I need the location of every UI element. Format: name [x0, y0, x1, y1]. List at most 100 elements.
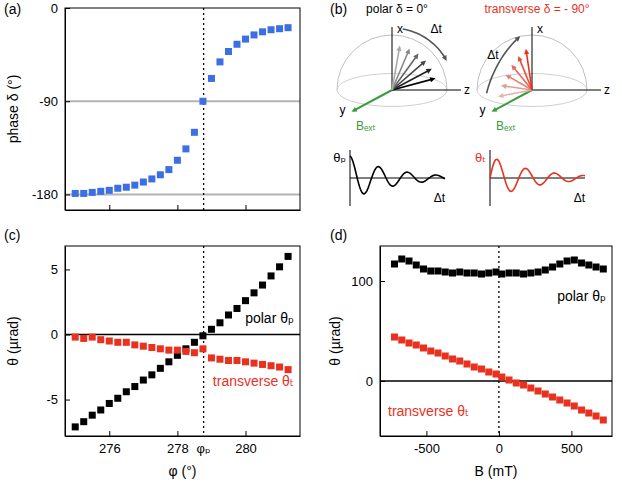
y-axis-line	[65, 9, 66, 211]
panel-letter: (c)	[4, 227, 20, 243]
y-axis-title: phase δ (°)	[5, 75, 21, 144]
data-point	[89, 412, 96, 419]
data-point	[527, 270, 534, 277]
data-point	[600, 417, 607, 424]
data-point	[114, 185, 121, 192]
field-label: Bₑₓₜ	[356, 119, 376, 133]
reference-line	[380, 380, 612, 382]
moment-vector-head	[405, 48, 410, 54]
series	[391, 256, 607, 278]
moment-vector-head	[524, 49, 529, 55]
data-point	[449, 356, 456, 363]
x-tick-mark	[109, 205, 110, 210]
data-point	[157, 365, 164, 372]
x-tick	[177, 205, 178, 210]
data-point	[435, 268, 442, 275]
data-point	[571, 257, 578, 264]
data-point	[585, 410, 592, 417]
data-point	[174, 157, 181, 164]
x-tick: 278	[167, 431, 189, 456]
series-label: polar θₚ	[245, 310, 294, 326]
reference-label: φₚ	[197, 441, 211, 456]
sweep-arrow-head	[515, 36, 521, 42]
data-point	[106, 400, 113, 407]
data-point	[148, 344, 155, 351]
x-axis-line	[66, 436, 301, 437]
panel: 0-90-180	[32, 1, 301, 211]
time-label: Δt	[574, 191, 586, 205]
plot-frame	[65, 8, 300, 210]
x-tick: 276	[99, 431, 121, 456]
data-point	[242, 297, 249, 304]
trace-label: θₜ	[475, 150, 486, 165]
data-point	[242, 358, 249, 365]
data-point	[442, 353, 449, 360]
data-point	[80, 190, 87, 197]
plot-area	[65, 246, 300, 436]
moment-vector-head	[498, 93, 504, 98]
data-point	[165, 347, 172, 354]
data-point	[165, 166, 172, 173]
x-tick-mark	[177, 431, 178, 436]
data-point	[97, 188, 104, 195]
data-point	[216, 319, 223, 326]
y-axis: -505	[46, 247, 70, 437]
data-point	[216, 58, 223, 65]
data-point	[140, 377, 147, 384]
data-point	[485, 270, 492, 277]
panel-letter: (a)	[4, 1, 21, 17]
data-point	[600, 266, 607, 273]
data-point	[398, 337, 405, 344]
panel: φₚpolar θₚtransverse θₜ276278280-505φ (°…	[46, 246, 300, 479]
data-point	[233, 41, 240, 48]
x-tick-mark	[246, 205, 247, 210]
moment-vector-head	[505, 75, 511, 80]
data-point	[549, 394, 556, 401]
plot-area	[65, 8, 300, 210]
y-tick-mark	[380, 281, 385, 282]
y-tick: -180	[32, 187, 70, 202]
data-point	[72, 190, 79, 197]
axis-z	[532, 90, 601, 91]
data-point	[276, 25, 283, 32]
panel-letter: (b)	[330, 1, 347, 17]
x-tick-mark	[426, 431, 427, 436]
reference-line	[203, 246, 204, 436]
data-point	[471, 270, 478, 277]
data-point	[464, 361, 471, 368]
x-tick: 280	[235, 431, 257, 456]
y-tick-mark	[380, 381, 385, 382]
data-point	[391, 334, 398, 341]
data-point	[420, 345, 427, 352]
axis-label: z	[604, 83, 610, 97]
data-point	[498, 374, 505, 381]
data-point	[471, 364, 478, 371]
sweep-label: Δt	[430, 22, 442, 36]
series	[72, 24, 292, 197]
y-tick-label: 5	[51, 262, 58, 277]
data-point	[420, 266, 427, 273]
data-point	[485, 369, 492, 376]
data-point	[506, 270, 513, 277]
data-point	[131, 341, 138, 348]
moment-vector	[392, 49, 399, 90]
series-label: polar θₚ	[557, 288, 606, 304]
data-point	[148, 371, 155, 378]
x-axis-title: B (mT)	[475, 463, 518, 479]
field-arrow	[354, 90, 392, 110]
data-point	[427, 268, 434, 275]
trace-curve	[350, 156, 445, 194]
x-tick-mark	[246, 431, 247, 436]
x-tick-mark	[499, 431, 500, 436]
plot-area	[380, 246, 612, 436]
y-tick-label: -180	[32, 187, 58, 202]
sweep-arrow-head	[442, 55, 447, 61]
x-tick: -500	[414, 431, 440, 456]
data-point	[199, 332, 206, 339]
data-point	[208, 326, 215, 333]
data-point	[123, 388, 130, 395]
data-point	[242, 36, 249, 43]
data-point	[123, 184, 130, 191]
axis-x	[532, 27, 533, 90]
moment-vector	[526, 52, 532, 90]
